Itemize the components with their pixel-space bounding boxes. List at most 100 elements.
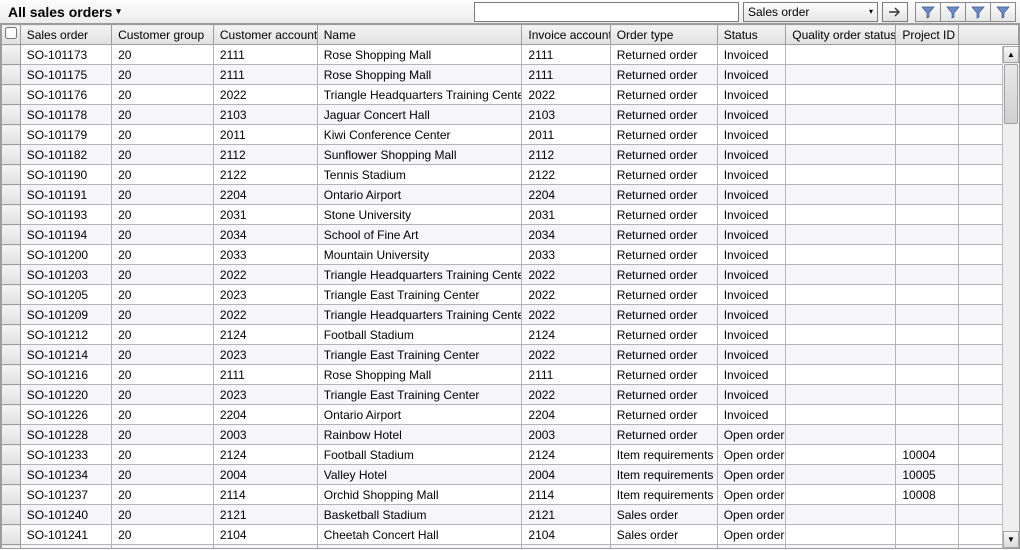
column-header-blank[interactable]	[958, 25, 1018, 45]
row-selector[interactable]	[2, 545, 21, 549]
select-all-checkbox[interactable]	[5, 27, 17, 39]
filter-button-2[interactable]	[940, 2, 966, 22]
table-row[interactable]: SO-101173202111Rose Shopping Mall2111Ret…	[2, 45, 1019, 65]
row-selector[interactable]	[2, 425, 21, 445]
scroll-up-button[interactable]: ▲	[1003, 46, 1019, 63]
cell-order_type: Item requirements	[610, 465, 717, 485]
cell-project_id	[896, 45, 958, 65]
row-selector[interactable]	[2, 485, 21, 505]
row-selector[interactable]	[2, 145, 21, 165]
row-selector[interactable]	[2, 305, 21, 325]
cell-customer_account: 2023	[213, 345, 317, 365]
search-go-button[interactable]	[882, 2, 908, 22]
row-selector[interactable]	[2, 525, 21, 545]
row-selector[interactable]	[2, 465, 21, 485]
row-selector[interactable]	[2, 165, 21, 185]
cell-project_id	[896, 505, 958, 525]
table-row[interactable]: SO-101233202124Football Stadium2124Item …	[2, 445, 1019, 465]
table-row[interactable]: SO-101193202031Stone University2031Retur…	[2, 205, 1019, 225]
row-selector[interactable]	[2, 445, 21, 465]
row-selector[interactable]	[2, 185, 21, 205]
cell-sales_order: SO-101226	[20, 405, 111, 425]
row-selector[interactable]	[2, 45, 21, 65]
column-header-name[interactable]: Name	[317, 25, 522, 45]
table-row[interactable]: SO-101203202022Triangle Headquarters Tra…	[2, 265, 1019, 285]
table-row[interactable]: SO-101212202124Football Stadium2124Retur…	[2, 325, 1019, 345]
cell-name: Triangle Headquarters Training Center	[317, 85, 522, 105]
row-selector[interactable]	[2, 105, 21, 125]
row-selector[interactable]	[2, 505, 21, 525]
table-row[interactable]: SO-101176202022Triangle Headquarters Tra…	[2, 85, 1019, 105]
table-row[interactable]: SO-101220202023Triangle East Training Ce…	[2, 385, 1019, 405]
column-header-invoice_account[interactable]: Invoice account	[522, 25, 610, 45]
filter-button-1[interactable]	[915, 2, 941, 22]
table-row[interactable]: SO-101205202023Triangle East Training Ce…	[2, 285, 1019, 305]
cell-project_id	[896, 365, 958, 385]
column-header-order_type[interactable]: Order type	[610, 25, 717, 45]
table-row[interactable]: SO-101194202034School of Fine Art2034Ret…	[2, 225, 1019, 245]
row-selector[interactable]	[2, 265, 21, 285]
row-selector[interactable]	[2, 365, 21, 385]
table-row[interactable]: SO-101191202204Ontario Airport2204Return…	[2, 185, 1019, 205]
table-row[interactable]: SO-101200202033Mountain University2033Re…	[2, 245, 1019, 265]
cell-status: Invoiced	[717, 345, 786, 365]
row-selector[interactable]	[2, 285, 21, 305]
row-selector[interactable]	[2, 345, 21, 365]
table-row[interactable]: SO-101190202122Tennis Stadium2122Returne…	[2, 165, 1019, 185]
table-row[interactable]: SO-101216202111Rose Shopping Mall2111Ret…	[2, 365, 1019, 385]
table-row[interactable]: SO-101240202121Basketball Stadium2121Sal…	[2, 505, 1019, 525]
cell-sales_order: SO-101191	[20, 185, 111, 205]
search-field-dropdown[interactable]: Sales order ▾	[743, 2, 878, 22]
cell-project_id	[896, 125, 958, 145]
column-header-project_id[interactable]: Project ID	[896, 25, 958, 45]
cell-name: School of Fine Art	[317, 225, 522, 245]
table-row[interactable]: SO-101234202004Valley Hotel2004Item requ…	[2, 465, 1019, 485]
row-selector[interactable]	[2, 225, 21, 245]
cell-name: Triangle East Training Center	[317, 345, 522, 365]
filter-button-4[interactable]	[990, 2, 1016, 22]
cell-quality_order_status	[786, 305, 896, 325]
scroll-thumb[interactable]	[1004, 64, 1018, 124]
cell-customer_account: 2124	[213, 445, 317, 465]
column-header-status[interactable]: Status	[717, 25, 786, 45]
row-selector[interactable]	[2, 245, 21, 265]
column-header-customer_account[interactable]: Customer account	[213, 25, 317, 45]
row-selector[interactable]	[2, 325, 21, 345]
search-input[interactable]	[474, 2, 739, 22]
table-row[interactable]: SO-101179202011Kiwi Conference Center201…	[2, 125, 1019, 145]
column-header-quality_order_status[interactable]: Quality order status	[786, 25, 896, 45]
cell-invoice_account: 2111	[522, 365, 610, 385]
row-selector[interactable]	[2, 125, 21, 145]
table-row[interactable]: SO-101241202104Cheetah Concert Hall2104S…	[2, 525, 1019, 545]
select-all-header[interactable]	[2, 25, 21, 45]
column-header-sales_order[interactable]: Sales order	[20, 25, 111, 45]
row-selector[interactable]	[2, 205, 21, 225]
vertical-scrollbar[interactable]: ▲ ▼	[1002, 46, 1019, 548]
cell-customer_group: 20	[112, 505, 214, 525]
view-title-dropdown[interactable]: All sales orders ▾	[4, 4, 125, 20]
table-row[interactable]: SO-101178202103Jaguar Concert Hall2103Re…	[2, 105, 1019, 125]
column-header-customer_group[interactable]: Customer group	[112, 25, 214, 45]
cell-sales_order: SO-101243	[20, 545, 111, 549]
scroll-down-button[interactable]: ▼	[1003, 531, 1019, 548]
cell-order_type: Sales order	[610, 545, 717, 549]
table-row[interactable]: SO-101214202023Triangle East Training Ce…	[2, 345, 1019, 365]
table-row[interactable]: SO-101209202022Triangle Headquarters Tra…	[2, 305, 1019, 325]
filter-button-3[interactable]	[965, 2, 991, 22]
row-selector[interactable]	[2, 65, 21, 85]
table-row[interactable]: SO-101243202014Berry Conference Center20…	[2, 545, 1019, 549]
row-selector[interactable]	[2, 385, 21, 405]
table-row[interactable]: SO-101226202204Ontario Airport2204Return…	[2, 405, 1019, 425]
cell-quality_order_status	[786, 85, 896, 105]
table-row[interactable]: SO-101175202111Rose Shopping Mall2111Ret…	[2, 65, 1019, 85]
table-row[interactable]: SO-101237202114Orchid Shopping Mall2114I…	[2, 485, 1019, 505]
table-row[interactable]: SO-101182202112Sunflower Shopping Mall21…	[2, 145, 1019, 165]
row-selector[interactable]	[2, 405, 21, 425]
cell-customer_account: 2204	[213, 185, 317, 205]
cell-name: Ontario Airport	[317, 185, 522, 205]
cell-name: Ontario Airport	[317, 405, 522, 425]
cell-name: Triangle East Training Center	[317, 285, 522, 305]
funnel-icon	[946, 5, 960, 19]
table-row[interactable]: SO-101228202003Rainbow Hotel2003Returned…	[2, 425, 1019, 445]
row-selector[interactable]	[2, 85, 21, 105]
